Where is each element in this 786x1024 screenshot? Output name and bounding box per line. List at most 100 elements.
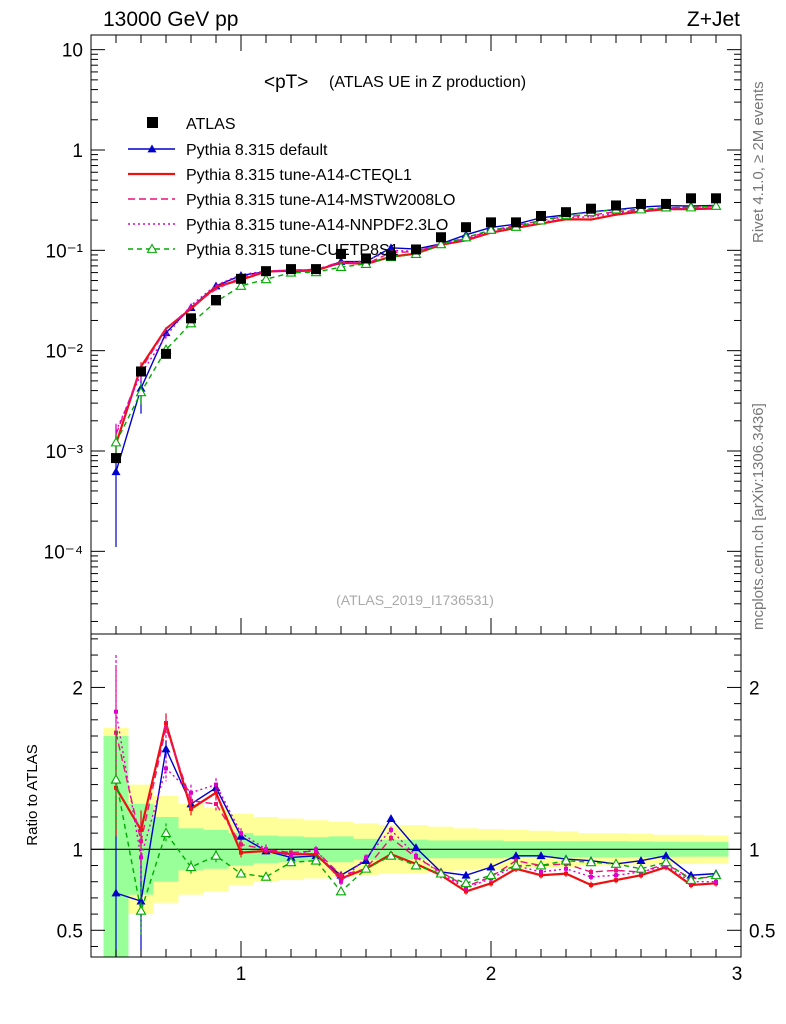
- plot-title-main: <pT>: [264, 72, 308, 93]
- legend-label: Pythia 8.315 tune-A14-MSTW2008LO: [186, 192, 455, 209]
- x-tick-label: 2: [486, 964, 497, 985]
- data-point: [136, 366, 146, 377]
- mc-marker: [111, 467, 121, 476]
- ratio-tick-label-right: 2: [749, 678, 760, 699]
- distribution-series-layer: [110, 193, 722, 547]
- ratio-marker: [185, 861, 197, 872]
- legend-label-atlas: ATLAS: [186, 116, 236, 133]
- mc-marker: [135, 386, 147, 397]
- y-tick-label: 10⁻³: [46, 442, 84, 463]
- ratio-marker: [460, 877, 472, 888]
- legend-label: Pythia 8.315 tune-A14-NNPDF2.3LO: [186, 217, 448, 234]
- ratio-marker: [285, 856, 297, 867]
- ratio-marker: [564, 866, 568, 871]
- x-tick-label: 1: [236, 964, 247, 985]
- ratio-marker: [389, 836, 393, 840]
- ratio-marker: [589, 870, 593, 874]
- ratio-marker: [486, 862, 496, 871]
- mc-marker: [386, 243, 396, 252]
- data-point: [411, 244, 421, 255]
- ratio-marker: [386, 814, 396, 822]
- ratio-marker: [435, 868, 447, 878]
- mc-marker: [235, 280, 247, 290]
- ratio-marker: [410, 859, 422, 870]
- mc-marker: [360, 258, 372, 268]
- ratio-marker: [564, 871, 568, 876]
- ratio-marker: [235, 868, 247, 878]
- ratio-marker: [389, 827, 393, 832]
- plot-title-sub: (ATLAS UE in Z production): [329, 74, 526, 91]
- ratio-marker: [661, 851, 671, 860]
- x-axis: 1 2 3: [115, 35, 742, 985]
- ratio-marker: [510, 859, 522, 870]
- data-point: [261, 266, 271, 277]
- ratio-y-axis: 0.5 0.5 1 1 2 2: [57, 638, 775, 947]
- ratio-marker: [360, 863, 372, 873]
- ratio-marker: [239, 842, 243, 847]
- energy-label: 13000 GeV pp: [103, 8, 239, 31]
- ratio-marker: [339, 873, 343, 878]
- ratio-marker: [660, 856, 672, 867]
- data-point: [286, 264, 296, 275]
- mc-marker: [635, 203, 647, 214]
- data-point: [386, 250, 396, 261]
- ratio-marker: [589, 882, 593, 887]
- process-label: Z+Jet: [686, 8, 740, 31]
- ratio-marker: [710, 869, 722, 880]
- ratio-marker: [685, 874, 697, 885]
- ratio-marker: [239, 850, 243, 855]
- ratio-marker: [489, 881, 493, 886]
- mc-marker: [260, 273, 272, 284]
- ratio-tick-label: 2: [72, 678, 83, 699]
- mc-marker: [335, 261, 347, 272]
- ratio-marker: [636, 856, 646, 865]
- data-point: [461, 222, 471, 233]
- mc-marker: [460, 231, 472, 242]
- ratio-tick-label-right: 0.5: [749, 921, 775, 942]
- rivet-label: Rivet 4.1.0, ≥ 2M events: [750, 81, 767, 243]
- mc-marker: [485, 224, 497, 234]
- ratio-marker: [264, 847, 268, 852]
- legend-label: Pythia 8.315 default: [186, 142, 328, 159]
- data-point: [361, 253, 371, 264]
- ratio-marker: [189, 790, 193, 795]
- ratio-marker: [536, 851, 546, 860]
- ratio-marker: [164, 725, 168, 730]
- ratio-marker: [139, 839, 143, 844]
- ratio-marker: [111, 888, 121, 897]
- legend: ATLAS Pythia 8.315 default Pythia 8.315 tu…: [128, 116, 455, 259]
- ratio-marker: [635, 863, 647, 873]
- data-point: [711, 193, 721, 204]
- ratio-series-layer: [110, 655, 722, 957]
- ratio-marker: [260, 871, 272, 881]
- ratio-marker: [239, 831, 243, 836]
- ratio-marker: [589, 874, 593, 879]
- legend-marker: [147, 144, 157, 153]
- data-point: [536, 210, 546, 221]
- mc-marker: [110, 436, 122, 447]
- y-tick-label: 1: [72, 141, 83, 162]
- ratio-marker: [139, 855, 143, 860]
- ratio-marker: [339, 879, 343, 884]
- ratio-marker: [214, 802, 218, 806]
- ratio-marker: [210, 850, 222, 860]
- ratio-marker: [135, 905, 147, 915]
- data-point: [186, 313, 196, 324]
- ratio-marker: [310, 855, 322, 865]
- data-point: [311, 264, 321, 275]
- ratio-marker: [535, 859, 547, 870]
- ratio-marker: [714, 879, 718, 884]
- ratio-marker: [214, 790, 218, 795]
- ratio-marker: [414, 853, 418, 858]
- top-y-axis: 1 10 10⁻¹ 10⁻² 10⁻³ 10⁻⁴: [44, 41, 741, 622]
- y-tick-label: 10: [62, 41, 83, 62]
- data-point: [336, 248, 346, 259]
- ratio-marker: [136, 896, 146, 905]
- ratio-marker: [164, 721, 168, 726]
- data-point: [686, 193, 696, 204]
- ratio-marker: [110, 774, 122, 784]
- mc-marker: [685, 201, 697, 212]
- ratio-marker: [161, 744, 171, 753]
- data-point: [161, 348, 171, 359]
- ratio-marker: [364, 855, 368, 860]
